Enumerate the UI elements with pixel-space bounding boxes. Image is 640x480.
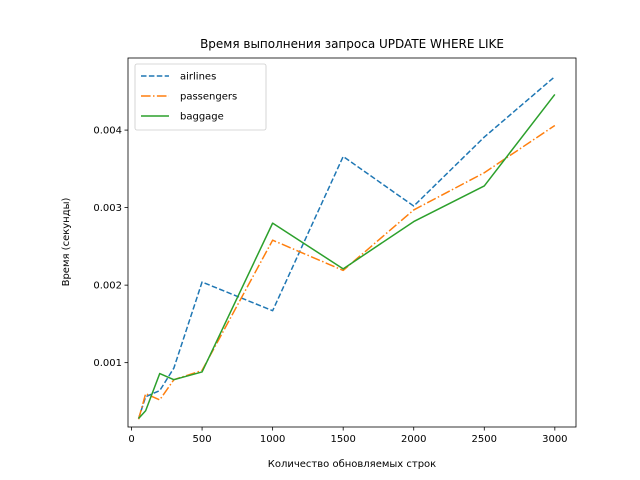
series-line-baggage: [138, 93, 556, 419]
x-tick-label: 3000: [542, 434, 567, 445]
x-tick-label: 0: [128, 434, 134, 445]
y-tick-label: 0.004: [93, 126, 122, 137]
y-tick-label: 0.002: [93, 281, 122, 292]
plot-frame: [127, 57, 577, 428]
y-axis: 0.001 0.002 0.003 0.004: [93, 126, 128, 369]
legend-label-baggage: baggage: [180, 112, 224, 123]
x-tick-label: 500: [193, 434, 212, 445]
x-tick-label: 2000: [401, 434, 426, 445]
x-axis-label: Количество обновляемых строк: [268, 459, 436, 470]
legend: airlines passengers baggage: [134, 63, 267, 131]
plot-area: [137, 76, 556, 420]
legend-label-airlines: airlines: [180, 72, 216, 83]
legend-label-passengers: passengers: [180, 92, 237, 103]
x-axis: 0 500 1000 1500 2000 2500 3000: [128, 427, 568, 445]
y-axis-label: Время (секунды): [61, 197, 72, 286]
chart-title: Время выполнения запроса UPDATE WHERE LI…: [200, 37, 504, 51]
y-tick-label: 0.001: [93, 358, 122, 369]
y-tick-label: 0.003: [93, 203, 122, 214]
series-line-passengers: [137, 124, 556, 420]
legend-box: [134, 63, 267, 131]
x-tick-label: 1000: [260, 434, 285, 445]
x-tick-label: 2500: [472, 434, 497, 445]
x-tick-label: 1500: [330, 434, 355, 445]
